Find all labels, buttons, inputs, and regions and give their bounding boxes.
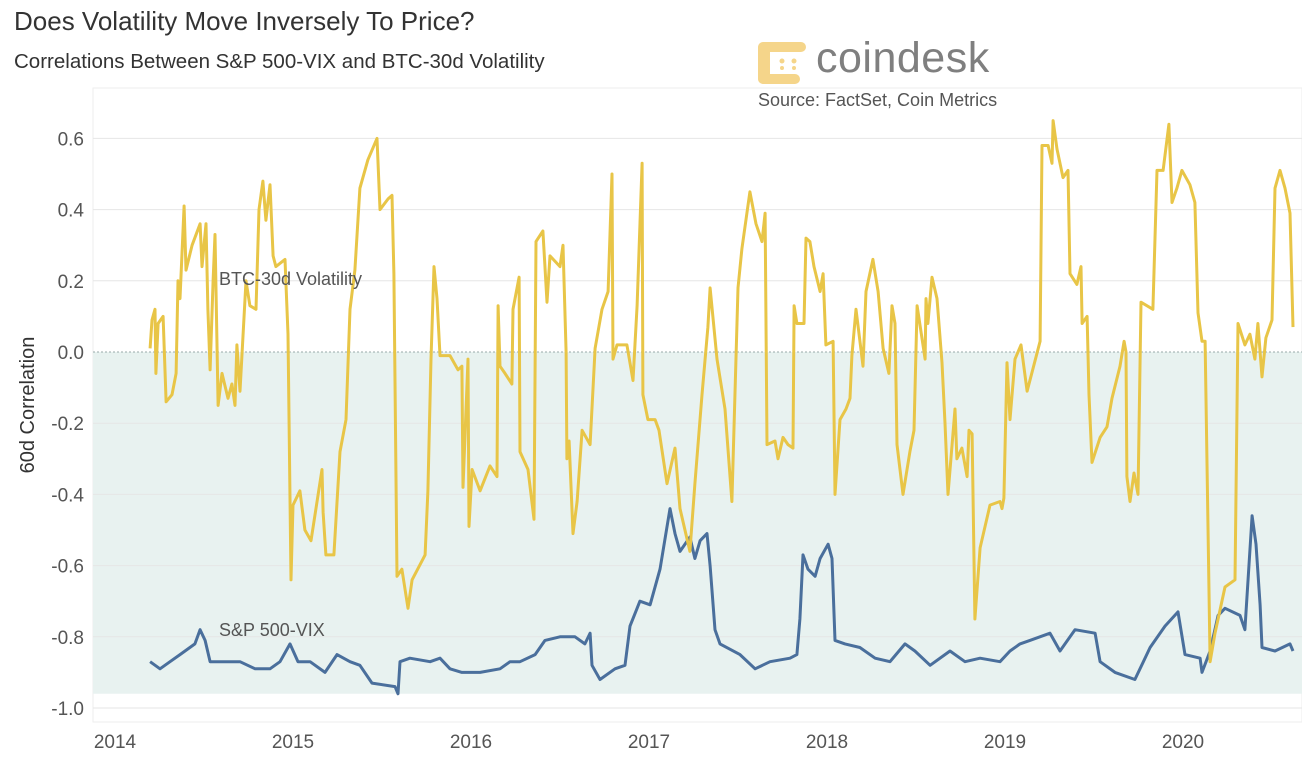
chart-title: Does Volatility Move Inversely To Price?: [14, 6, 475, 36]
y-tick-label: -0.4: [51, 485, 84, 506]
y-tick-label: 0.2: [58, 272, 84, 293]
coindesk-logo: coindesk: [756, 34, 1006, 86]
y-tick-label: 0.4: [58, 201, 85, 222]
y-tick-label: 0.6: [58, 129, 84, 150]
y-tick-label: -0.2: [51, 414, 84, 435]
y-axis-label: 60d Correlation: [17, 337, 39, 474]
x-tick-label: 2018: [806, 732, 848, 753]
y-tick-label: 0.0: [58, 343, 84, 364]
y-tick-label: -0.6: [51, 557, 84, 578]
y-tick-label: -0.8: [51, 628, 84, 649]
chart-subtitle: Correlations Between S&P 500-VIX and BTC…: [14, 50, 545, 73]
series-line-sp500-vix: [149, 507, 1295, 696]
shaded-band: [93, 352, 1302, 694]
series-label-btc: BTC-30d Volatility: [219, 269, 362, 289]
logo-text: coindesk: [816, 34, 990, 82]
x-tick-label: 2017: [628, 732, 670, 753]
source-note: Source: FactSet, Coin Metrics: [758, 90, 998, 110]
series-label-sp500-vix: S&P 500-VIX: [219, 620, 325, 640]
x-tick-label: 2016: [450, 732, 492, 753]
x-tick-label: 2015: [272, 732, 314, 753]
x-tick-label: 2014: [94, 732, 137, 753]
series-line-btc-30d-volatility: [148, 119, 1295, 664]
x-tick-label: 2020: [1162, 732, 1204, 753]
coindesk-dots-logo-icon: [758, 42, 806, 84]
y-tick-label: -1.0: [51, 699, 84, 720]
x-tick-label: 2019: [984, 732, 1026, 753]
